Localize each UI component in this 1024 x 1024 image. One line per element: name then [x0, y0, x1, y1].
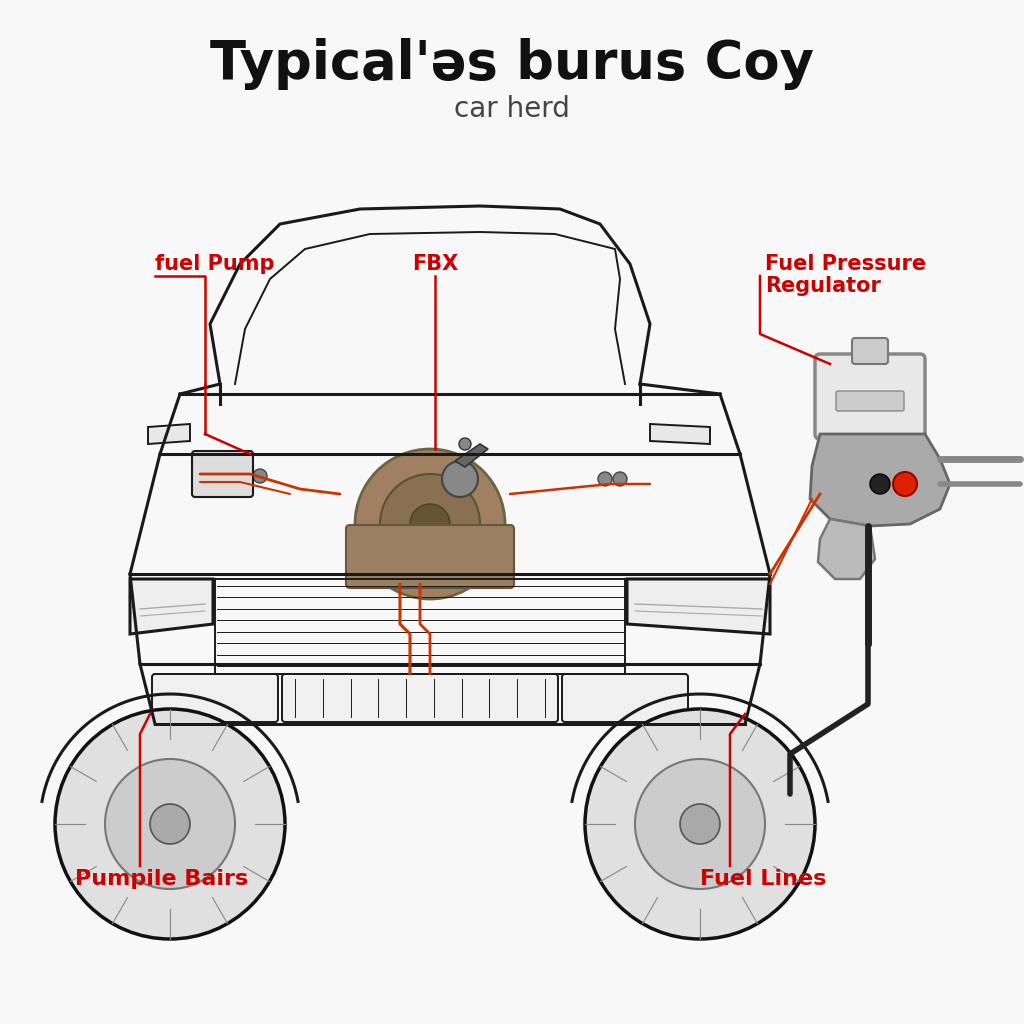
- Text: Typical'əs burus Coy: Typical'əs burus Coy: [210, 38, 814, 90]
- Polygon shape: [130, 579, 213, 634]
- Circle shape: [442, 461, 478, 497]
- Circle shape: [870, 474, 890, 494]
- Circle shape: [355, 449, 505, 599]
- Polygon shape: [810, 434, 950, 526]
- FancyBboxPatch shape: [282, 674, 558, 722]
- Circle shape: [410, 504, 450, 544]
- Circle shape: [55, 709, 285, 939]
- Circle shape: [105, 759, 234, 889]
- Circle shape: [613, 472, 627, 486]
- Circle shape: [893, 472, 918, 496]
- FancyBboxPatch shape: [562, 674, 688, 722]
- FancyBboxPatch shape: [852, 338, 888, 364]
- Text: Fuel Pressure: Fuel Pressure: [765, 254, 926, 274]
- Circle shape: [680, 804, 720, 844]
- Circle shape: [459, 438, 471, 450]
- Polygon shape: [455, 444, 488, 467]
- Polygon shape: [148, 424, 190, 444]
- FancyBboxPatch shape: [836, 391, 904, 411]
- Polygon shape: [627, 579, 770, 634]
- Text: Regulator: Regulator: [765, 276, 881, 296]
- Circle shape: [253, 469, 267, 483]
- Circle shape: [150, 804, 190, 844]
- FancyBboxPatch shape: [815, 354, 925, 439]
- Circle shape: [585, 709, 815, 939]
- Circle shape: [598, 472, 612, 486]
- Circle shape: [380, 474, 480, 574]
- FancyBboxPatch shape: [346, 525, 514, 588]
- Text: fuel Pump: fuel Pump: [155, 254, 274, 274]
- Circle shape: [238, 465, 252, 479]
- FancyBboxPatch shape: [193, 451, 253, 497]
- Polygon shape: [818, 519, 874, 579]
- Text: Fuel Lines: Fuel Lines: [700, 869, 826, 889]
- FancyBboxPatch shape: [152, 674, 278, 722]
- Text: Pumpile Bairs: Pumpile Bairs: [75, 869, 248, 889]
- Text: FBX: FBX: [412, 254, 458, 274]
- Polygon shape: [650, 424, 710, 444]
- Circle shape: [635, 759, 765, 889]
- Text: car herd: car herd: [454, 95, 570, 123]
